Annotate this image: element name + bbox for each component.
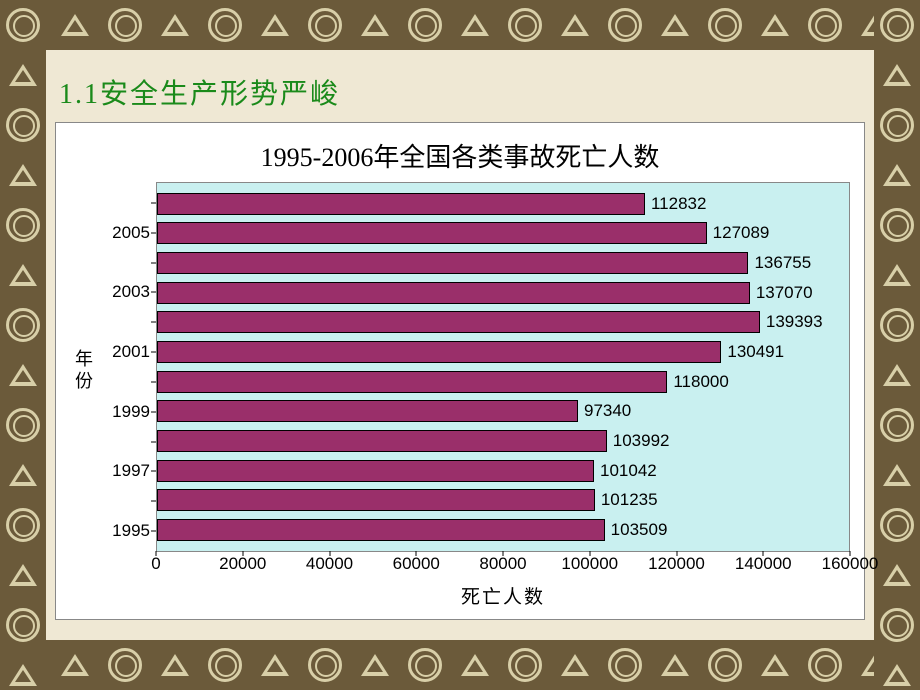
bar-row: 112832 bbox=[157, 192, 849, 216]
slide-content: 1.1安全生产形势严峻 1995-2006年全国各类事故死亡人数 年份 2005… bbox=[55, 60, 865, 634]
x-axis-label: 死亡人数 bbox=[156, 582, 850, 609]
bar bbox=[157, 519, 605, 541]
bar bbox=[157, 489, 595, 511]
bar-row: 130491 bbox=[157, 340, 849, 364]
bar bbox=[157, 311, 760, 333]
bar-value-label: 103992 bbox=[613, 431, 670, 451]
bar-row: 103509 bbox=[157, 518, 849, 542]
bar bbox=[157, 222, 707, 244]
bar-value-label: 112832 bbox=[651, 194, 706, 214]
decorative-border-left bbox=[0, 0, 46, 690]
x-tick-label: 160000 bbox=[822, 554, 879, 574]
x-tick-label: 100000 bbox=[561, 554, 618, 574]
bar-row: 101235 bbox=[157, 488, 849, 512]
bars-group: 112832 127089 136755 137070 139393 130491 1180… bbox=[157, 183, 849, 551]
x-tick-label: 40000 bbox=[306, 554, 353, 574]
plot-area-wrap: 112832 127089 136755 137070 139393 130491 1180… bbox=[156, 182, 850, 609]
bar-value-label: 127089 bbox=[713, 223, 770, 243]
bar-row: 136755 bbox=[157, 251, 849, 275]
x-tick-label: 60000 bbox=[393, 554, 440, 574]
plot-area: 112832 127089 136755 137070 139393 130491 1180… bbox=[156, 182, 850, 552]
bar-row: 127089 bbox=[157, 221, 849, 245]
y-tick-label: 2003 bbox=[112, 282, 150, 302]
bar-value-label: 101235 bbox=[601, 490, 658, 510]
bar-value-label: 137070 bbox=[756, 283, 813, 303]
bar-row: 97340 bbox=[157, 399, 849, 423]
y-tick-label: 1995 bbox=[112, 521, 150, 541]
x-tick-label: 80000 bbox=[479, 554, 526, 574]
y-tick-label: 2001 bbox=[112, 342, 150, 362]
decorative-border-top bbox=[0, 0, 920, 50]
x-axis-ticks: 0200004000060000800001000001200001400001… bbox=[156, 554, 850, 580]
bar-row: 101042 bbox=[157, 459, 849, 483]
bar-value-label: 136755 bbox=[754, 253, 811, 273]
decorative-border-right bbox=[874, 0, 920, 690]
bar bbox=[157, 371, 667, 393]
y-axis-label: 年份 bbox=[70, 182, 100, 609]
chart-title: 1995-2006年全国各类事故死亡人数 bbox=[70, 137, 850, 174]
y-tick-label: 1997 bbox=[112, 461, 150, 481]
section-heading: 1.1安全生产形势严峻 bbox=[59, 72, 865, 112]
bar-value-label: 130491 bbox=[727, 342, 784, 362]
bar-row: 118000 bbox=[157, 370, 849, 394]
bar bbox=[157, 193, 645, 215]
y-axis-ticks: 2005 2003 2001 1999 1997 1995 bbox=[100, 182, 156, 552]
bar-value-label: 97340 bbox=[584, 401, 631, 421]
chart-container: 1995-2006年全国各类事故死亡人数 年份 2005 2003 2001 1999… bbox=[55, 122, 865, 620]
bar bbox=[157, 460, 594, 482]
chart-body: 年份 2005 2003 2001 1999 1997 1995 112832 127089… bbox=[70, 182, 850, 609]
bar bbox=[157, 430, 607, 452]
bar-value-label: 101042 bbox=[600, 461, 657, 481]
decorative-border-bottom bbox=[0, 640, 920, 690]
x-tick-label: 140000 bbox=[735, 554, 792, 574]
x-tick-label: 20000 bbox=[219, 554, 266, 574]
bar bbox=[157, 400, 578, 422]
bar-value-label: 118000 bbox=[673, 372, 728, 392]
y-tick-label: 2005 bbox=[112, 223, 150, 243]
bar bbox=[157, 282, 750, 304]
y-tick-label: 1999 bbox=[112, 402, 150, 422]
x-tick-label: 120000 bbox=[648, 554, 705, 574]
bar-value-label: 139393 bbox=[766, 312, 823, 332]
bar-row: 103992 bbox=[157, 429, 849, 453]
x-tick-label: 0 bbox=[151, 554, 160, 574]
bar-row: 137070 bbox=[157, 281, 849, 305]
bar bbox=[157, 341, 721, 363]
bar-value-label: 103509 bbox=[611, 520, 668, 540]
bar-row: 139393 bbox=[157, 310, 849, 334]
bar bbox=[157, 252, 748, 274]
